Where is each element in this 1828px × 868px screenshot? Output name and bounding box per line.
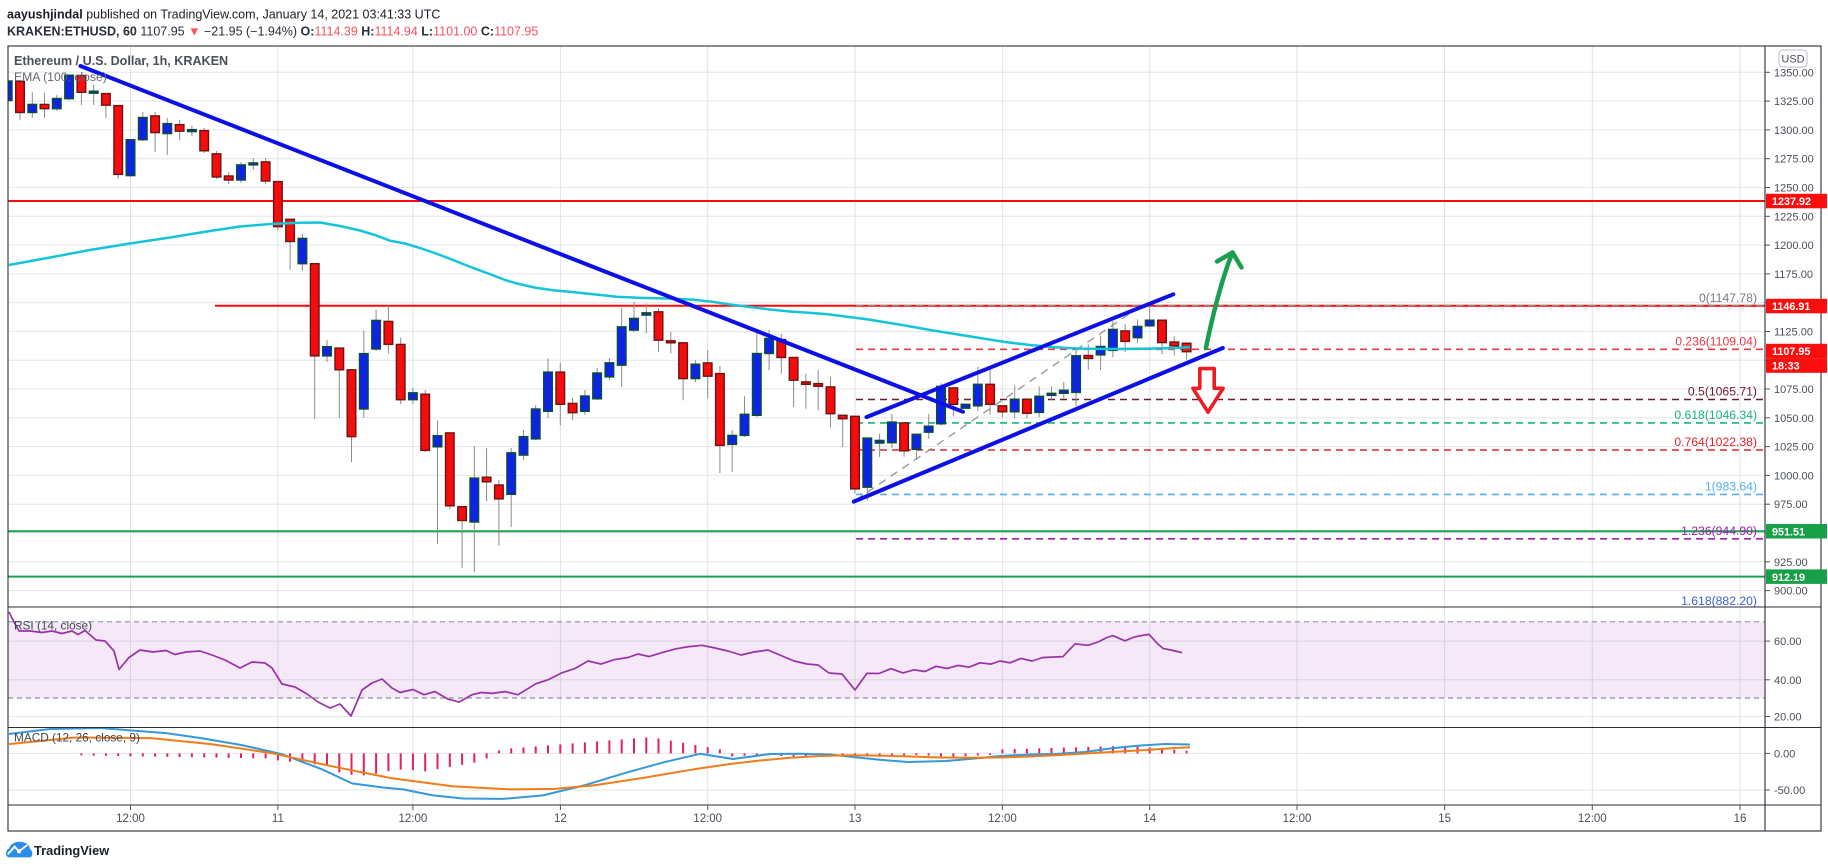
- svg-text:1200.00: 1200.00: [1774, 240, 1814, 252]
- svg-text:TradingView: TradingView: [34, 843, 109, 858]
- svg-text:15: 15: [1438, 813, 1451, 825]
- svg-text:0.764(1022.38): 0.764(1022.38): [1674, 435, 1757, 449]
- svg-text:1225.00: 1225.00: [1774, 211, 1814, 223]
- svg-text:1075.00: 1075.00: [1774, 384, 1814, 396]
- svg-text:1146.91: 1146.91: [1772, 301, 1810, 313]
- svg-text:13: 13: [849, 813, 862, 825]
- svg-text:aayushjindal published on Trad: aayushjindal published on TradingView.co…: [7, 8, 440, 22]
- svg-text:EMA (100, close): EMA (100, close): [14, 70, 107, 84]
- svg-text:1350.00: 1350.00: [1774, 67, 1814, 79]
- svg-text:1025.00: 1025.00: [1774, 442, 1814, 454]
- svg-text:1.618(882.20): 1.618(882.20): [1681, 594, 1757, 608]
- svg-text:11: 11: [272, 813, 284, 825]
- svg-text:USD: USD: [1781, 54, 1804, 66]
- svg-text:1000.00: 1000.00: [1774, 470, 1814, 482]
- svg-text:14: 14: [1143, 813, 1156, 825]
- svg-text:60.00: 60.00: [1774, 636, 1802, 648]
- svg-text:1237.92: 1237.92: [1772, 196, 1811, 208]
- svg-text:20.00: 20.00: [1774, 712, 1802, 724]
- svg-text:0.618(1046.34): 0.618(1046.34): [1674, 408, 1757, 422]
- svg-text:12:00: 12:00: [693, 813, 722, 825]
- svg-text:951.51: 951.51: [1772, 526, 1805, 538]
- svg-text:18:33: 18:33: [1772, 361, 1800, 373]
- svg-text:1175.00: 1175.00: [1774, 269, 1813, 281]
- svg-text:1250.00: 1250.00: [1774, 183, 1814, 195]
- svg-text:1325.00: 1325.00: [1774, 96, 1814, 108]
- svg-text:0.00: 0.00: [1774, 748, 1795, 760]
- svg-text:0(1147.78): 0(1147.78): [1699, 291, 1757, 305]
- svg-text:912.19: 912.19: [1772, 572, 1805, 584]
- svg-text:0.5(1065.71): 0.5(1065.71): [1688, 385, 1757, 399]
- svg-text:1300.00: 1300.00: [1774, 125, 1814, 137]
- svg-text:12:00: 12:00: [399, 813, 428, 825]
- svg-text:12:00: 12:00: [1578, 813, 1607, 825]
- svg-text:16: 16: [1734, 813, 1747, 825]
- svg-text:1125.00: 1125.00: [1774, 327, 1813, 339]
- svg-text:RSI (14, close): RSI (14, close): [14, 619, 92, 633]
- svg-text:12:00: 12:00: [988, 813, 1017, 825]
- svg-text:1050.00: 1050.00: [1774, 413, 1814, 425]
- svg-text:12:00: 12:00: [116, 813, 145, 825]
- svg-text:0.236(1109.04): 0.236(1109.04): [1675, 334, 1757, 348]
- svg-text:975.00: 975.00: [1774, 499, 1808, 511]
- svg-text:MACD (12, 26, close, 9): MACD (12, 26, close, 9): [14, 731, 140, 745]
- svg-text:1107.95: 1107.95: [1772, 346, 1810, 358]
- svg-text:KRAKEN:ETHUSD, 60 1107.95 ▼ −: KRAKEN:ETHUSD, 60 1107.95 ▼ −21.95 (−1.9…: [7, 25, 538, 39]
- svg-text:900.00: 900.00: [1774, 586, 1808, 598]
- svg-text:1.236(944.90): 1.236(944.90): [1681, 524, 1757, 538]
- svg-text:925.00: 925.00: [1774, 557, 1808, 569]
- svg-text:1(983.64): 1(983.64): [1705, 479, 1757, 493]
- svg-text:12: 12: [554, 813, 567, 825]
- svg-text:1275.00: 1275.00: [1774, 154, 1814, 166]
- svg-text:Ethereum / U.S. Dollar, 1h, KR: Ethereum / U.S. Dollar, 1h, KRAKEN: [14, 54, 228, 68]
- svg-text:40.00: 40.00: [1774, 675, 1802, 687]
- svg-text:-50.00: -50.00: [1774, 785, 1805, 797]
- svg-text:12:00: 12:00: [1283, 813, 1312, 825]
